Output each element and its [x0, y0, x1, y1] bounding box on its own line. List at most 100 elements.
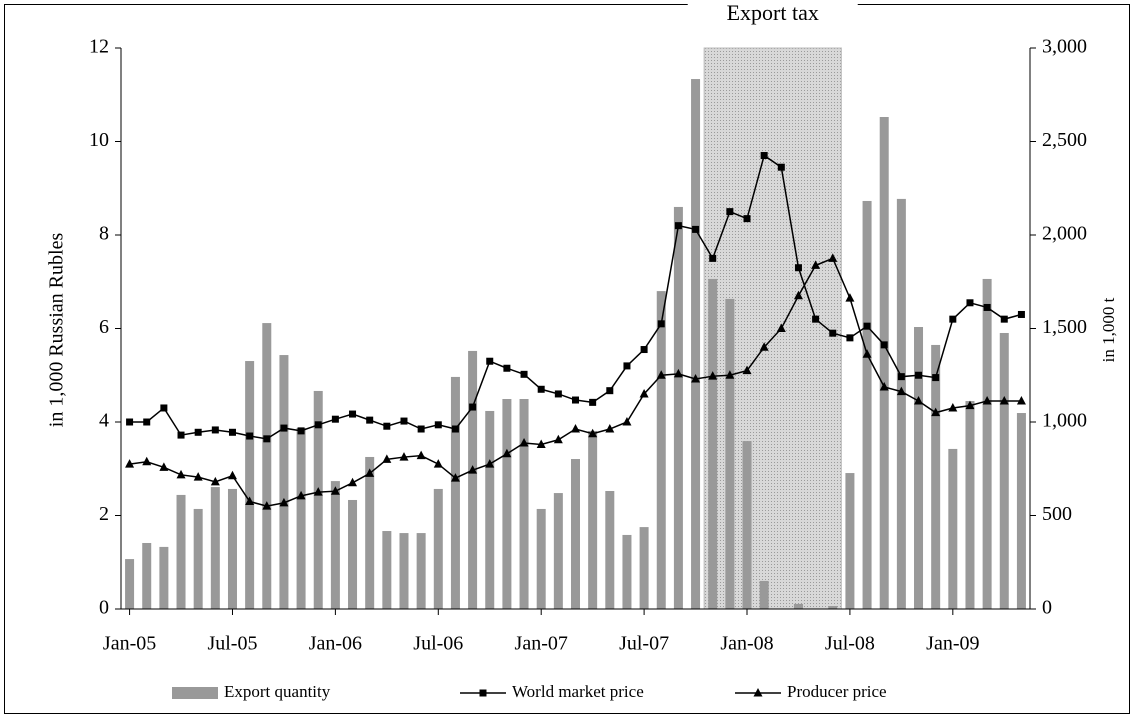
bar: [468, 350, 478, 609]
point: [143, 418, 151, 426]
point: [674, 222, 682, 230]
point: [210, 476, 220, 486]
point: [246, 432, 254, 440]
bar: [656, 291, 666, 609]
bar: [622, 534, 632, 609]
bar: [159, 546, 169, 609]
point: [588, 428, 598, 438]
point: [759, 342, 769, 351]
point: [656, 370, 666, 379]
bar: [828, 606, 838, 609]
bar: [450, 376, 460, 609]
bar: [691, 79, 701, 610]
bar: [999, 332, 1009, 609]
point: [366, 416, 374, 424]
y2-tick-label: 1,000: [1042, 410, 1087, 432]
point: [417, 425, 425, 433]
bar: [502, 398, 512, 609]
bar: [965, 401, 975, 609]
point: [245, 496, 255, 505]
point: [931, 407, 941, 417]
bar: [313, 390, 323, 609]
bar: [931, 344, 941, 609]
bar: [485, 410, 495, 609]
point: [479, 689, 487, 697]
export-tax-shade: [703, 47, 842, 610]
y2-tick-label: 1,500: [1042, 316, 1087, 338]
point: [760, 152, 768, 160]
point: [794, 264, 802, 272]
y-tick-label: 8: [99, 223, 109, 245]
y-tick-label: 6: [99, 316, 109, 338]
frame: [4, 4, 1130, 714]
point: [932, 374, 940, 382]
point: [159, 462, 169, 471]
y-axis-title: in 1,000 Russian Rubles: [46, 233, 68, 428]
bar: [142, 542, 152, 609]
point: [434, 421, 442, 429]
x-tick-label: Jan-07: [515, 633, 568, 655]
point: [812, 315, 820, 323]
bar: [793, 603, 803, 609]
point: [519, 438, 529, 447]
bar: [879, 117, 889, 610]
point: [126, 418, 134, 426]
point: [211, 426, 219, 434]
point: [451, 425, 459, 433]
point: [572, 396, 579, 404]
point: [571, 424, 580, 433]
point: [673, 368, 683, 378]
point: [657, 320, 665, 328]
point: [433, 459, 443, 468]
point: [279, 497, 289, 507]
point: [331, 415, 339, 423]
y2-tick-label: 2,500: [1042, 129, 1087, 151]
point: [726, 208, 734, 216]
y2-tick-label: 0: [1042, 597, 1052, 619]
point: [811, 260, 821, 269]
point: [622, 417, 632, 426]
point: [263, 435, 271, 443]
point: [553, 434, 563, 444]
point: [348, 477, 358, 487]
point: [640, 346, 648, 354]
bar: [348, 499, 358, 609]
bar: [742, 441, 752, 609]
x-tick-label: Jul-07: [619, 633, 669, 655]
point: [880, 341, 888, 349]
point: [502, 448, 512, 458]
point: [365, 468, 375, 477]
point: [1016, 395, 1026, 405]
y-tick-label: 0: [99, 597, 109, 619]
point: [623, 362, 631, 370]
bar: [365, 456, 375, 609]
bar: [416, 533, 426, 609]
x-tick-label: Jan-05: [103, 633, 156, 655]
bar: [210, 487, 220, 609]
point: [503, 364, 511, 372]
bar: [862, 200, 872, 609]
point: [313, 487, 323, 496]
bar: [296, 427, 306, 609]
shade-layer: [703, 47, 842, 610]
point: [846, 334, 854, 342]
legend-label: Export quantity: [224, 682, 331, 701]
plot: [125, 79, 1026, 610]
y-tick-label: 4: [99, 410, 109, 432]
point: [742, 365, 752, 375]
point: [753, 688, 763, 697]
point: [194, 428, 202, 436]
point: [793, 290, 803, 300]
y2-axis-title: in 1,000 t: [1099, 297, 1118, 362]
point: [966, 299, 974, 307]
y2-tick-label: 3,000: [1042, 36, 1087, 58]
point: [1017, 310, 1025, 318]
x-tick-label: Jan-08: [720, 633, 773, 655]
point: [450, 473, 460, 482]
x-tick-label: Jul-08: [825, 633, 875, 655]
y2-tick-label: 2,000: [1042, 223, 1087, 245]
bar: [845, 473, 855, 609]
point: [554, 390, 562, 398]
bar: [433, 488, 443, 609]
point: [177, 431, 185, 439]
